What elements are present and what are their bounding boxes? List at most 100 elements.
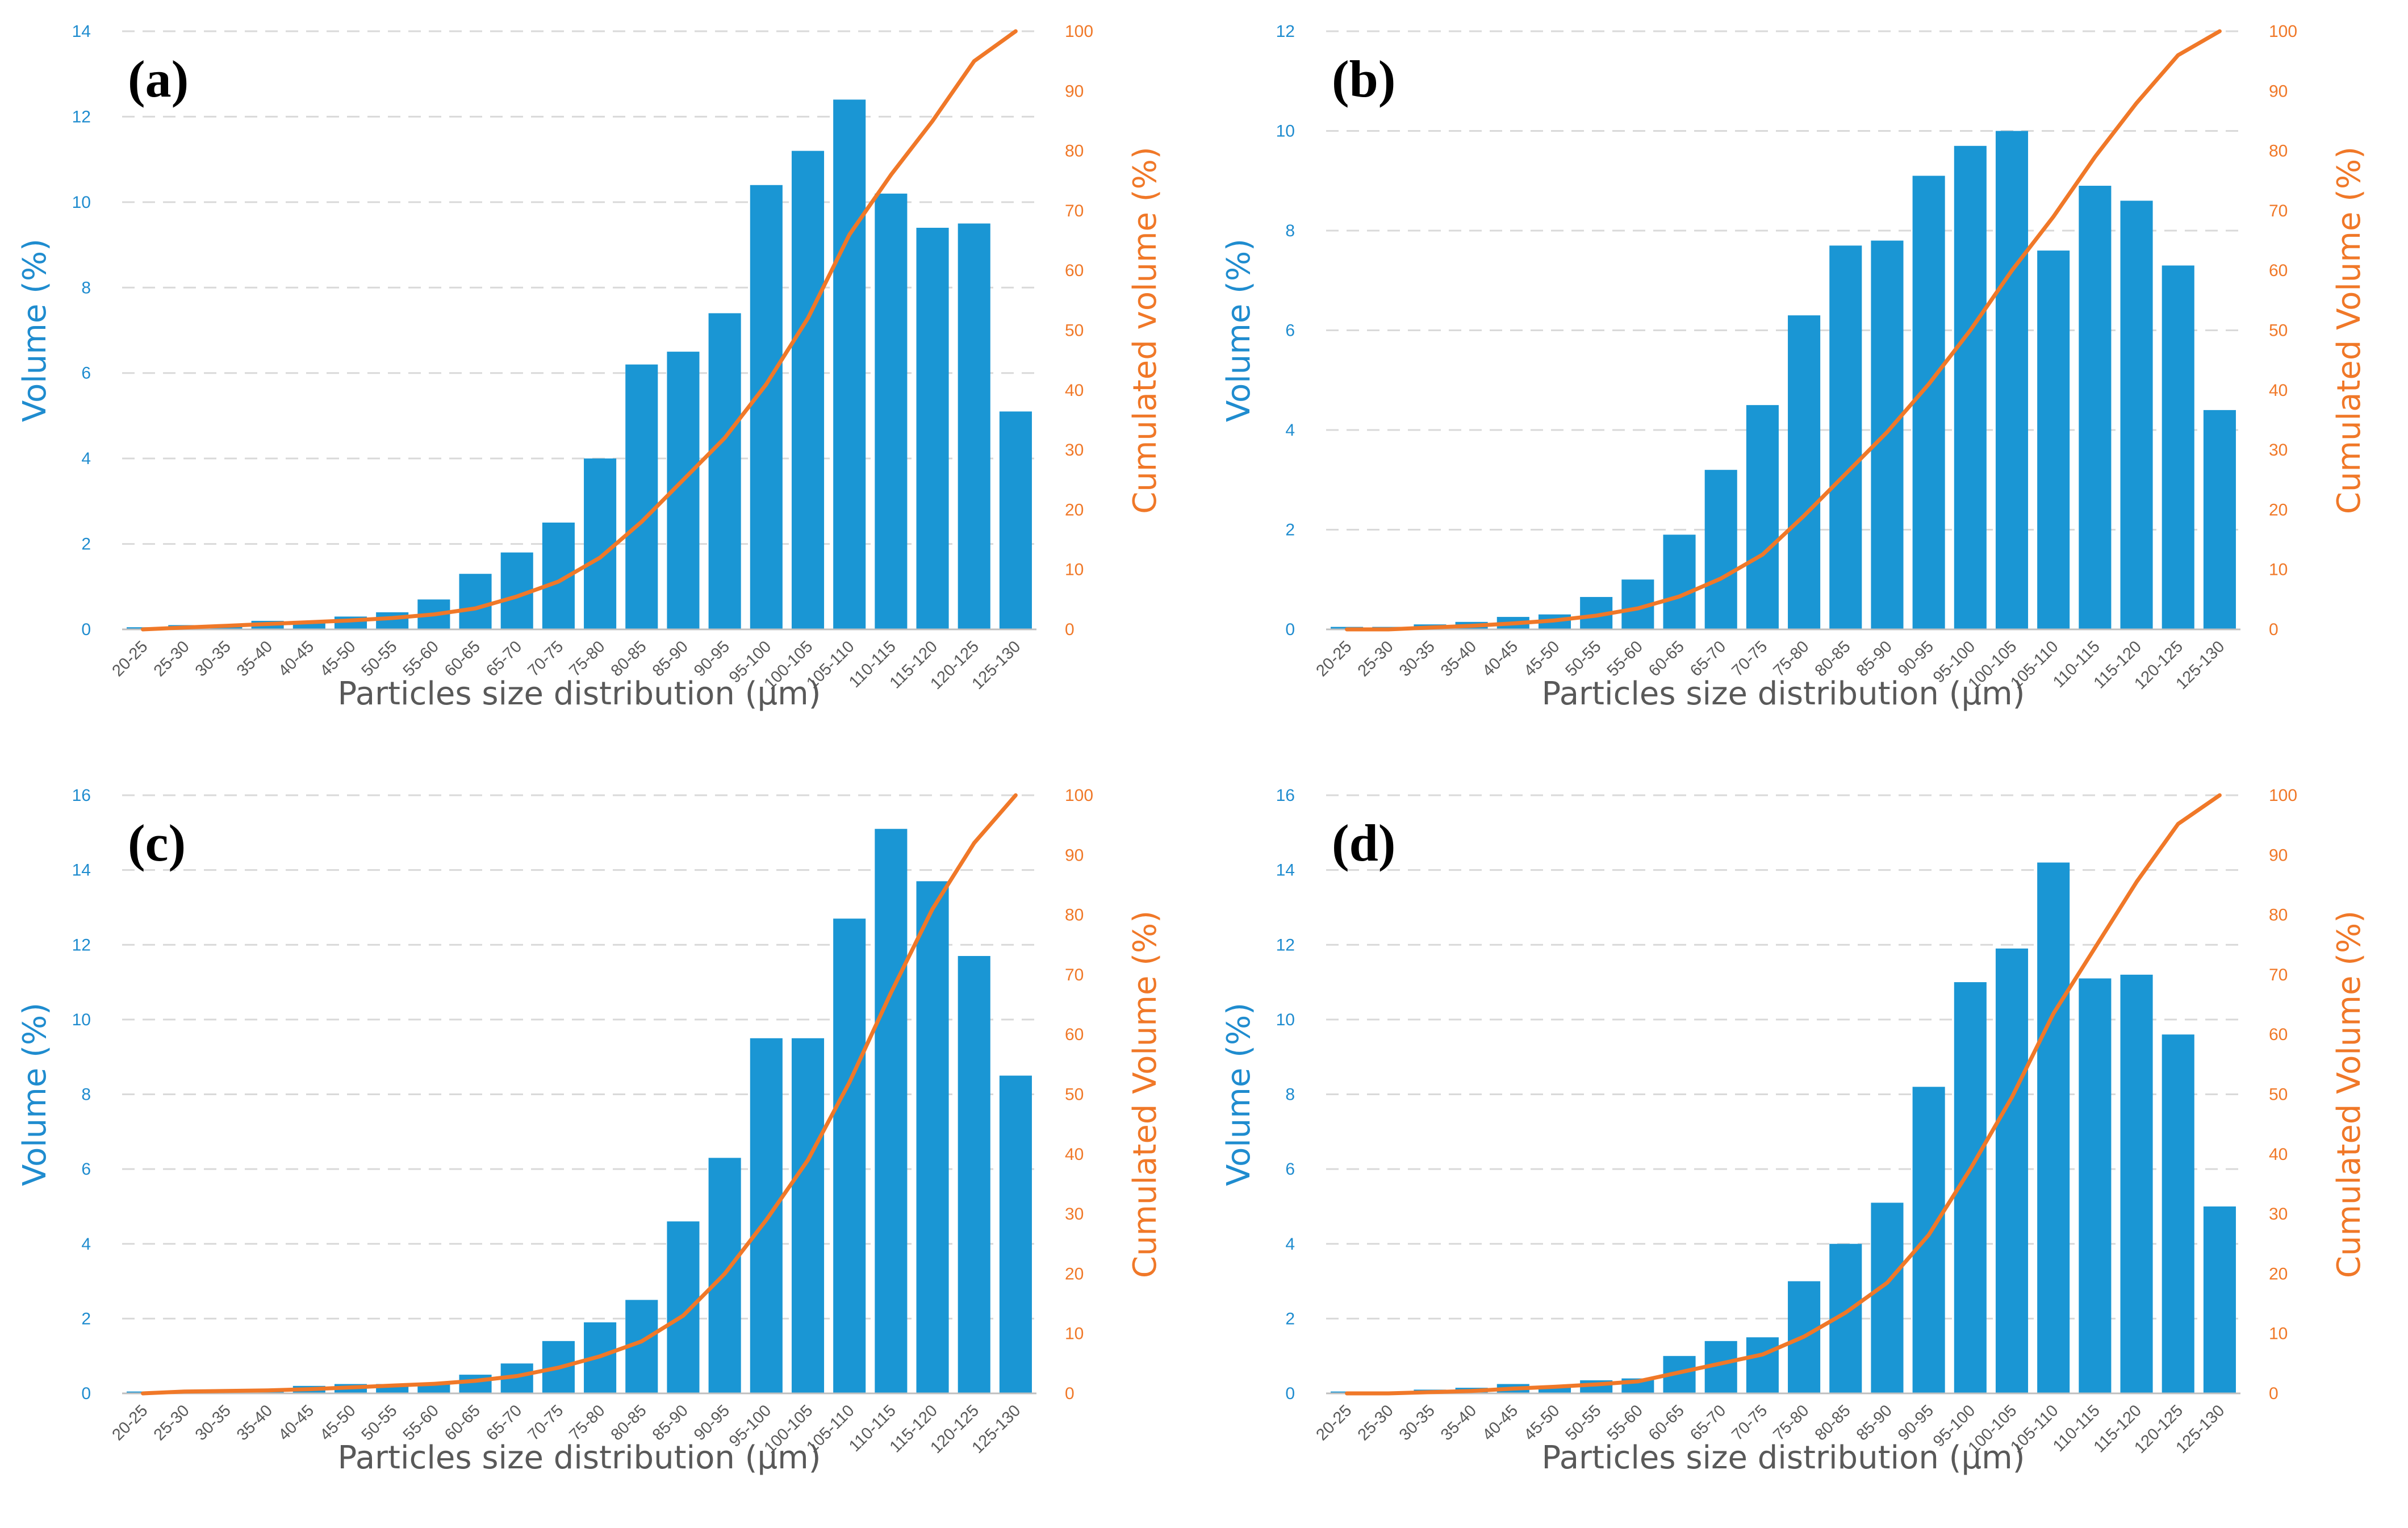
x-tick-label: 45-50 (1520, 1401, 1563, 1444)
bar (1871, 1203, 1904, 1393)
bar (376, 612, 409, 629)
y-tick-label: 2 (1285, 1309, 1295, 1328)
y2-tick-label: 40 (1065, 381, 1084, 400)
x-tick-label: 70-75 (1728, 637, 1771, 680)
y2-tick-label: 80 (1065, 906, 1084, 925)
y-tick-label: 6 (1285, 322, 1295, 340)
x-tick-label: 75-80 (566, 637, 608, 680)
x-tick-label: 55-60 (1604, 1401, 1646, 1444)
bar (1995, 948, 2029, 1393)
bar (1746, 1337, 1779, 1393)
chart-panel-c: 0 2 4 6 8 10 12 14 16 0 10 20 30 40 50 60 70 80 90 100 20-25… (16, 786, 1164, 1476)
x-tick-label: 20-25 (108, 637, 151, 680)
y-tick-label: 2 (1285, 521, 1295, 540)
y-tick-label: 4 (1285, 1235, 1295, 1254)
y2-tick-label: 100 (2269, 22, 2297, 41)
x-tick-label: 70-75 (524, 637, 567, 680)
panel-label: (c) (128, 814, 186, 872)
y2-axis-title: Cumulated Volume (%) (2331, 147, 2368, 514)
y2-tick-label: 60 (2269, 1025, 2288, 1044)
y2-tick-label: 70 (1065, 966, 1084, 984)
x-tick-label: 40-45 (275, 1401, 317, 1444)
y2-axis-title: Cumulated volume (%) (1127, 147, 1164, 513)
bar (2120, 201, 2153, 630)
x-tick-label: 45-50 (316, 637, 359, 680)
y-tick-label: 2 (81, 535, 91, 554)
y2-tick-label: 50 (1065, 322, 1084, 340)
bar (833, 99, 866, 630)
x-tick-label: 20-25 (1312, 1401, 1355, 1444)
x-tick-label: 80-85 (608, 1401, 650, 1444)
y2-tick-label: 0 (1065, 1384, 1075, 1403)
bar (791, 151, 825, 630)
x-tick-label: 60-65 (441, 637, 484, 680)
y2-tick-label: 90 (1065, 846, 1084, 865)
y2-tick-label: 40 (2269, 1145, 2288, 1164)
y2-tick-label: 70 (2269, 966, 2288, 984)
y2-tick-label: 60 (1065, 1025, 1084, 1044)
bar (958, 223, 990, 629)
y2-tick-label: 30 (1065, 1205, 1084, 1224)
y2-tick-label: 10 (1065, 1325, 1084, 1343)
y-tick-label: 10 (1276, 122, 1295, 141)
y-tick-label: 16 (72, 786, 91, 805)
x-tick-label: 80-85 (1812, 1401, 1854, 1444)
x-tick-label: 80-85 (608, 637, 650, 680)
y2-tick-label: 70 (1065, 202, 1084, 220)
y2-tick-label: 0 (2269, 1384, 2279, 1403)
x-tick-label: 35-40 (233, 637, 276, 680)
cumulative-line (141, 29, 1018, 632)
x-tick-label: 75-80 (1770, 637, 1812, 680)
x-tick-label: 20-25 (108, 1401, 151, 1444)
x-tick-label: 85-90 (649, 1401, 692, 1444)
bar (750, 1038, 783, 1393)
y-tick-label: 12 (72, 107, 91, 126)
x-tick-label: 80-85 (1812, 637, 1854, 680)
x-tick-label: 45-50 (316, 1401, 359, 1444)
y-tick-label: 6 (1285, 1160, 1295, 1179)
cumulative-line (1345, 29, 2222, 632)
cumulative-line (141, 793, 1018, 1396)
bar (1912, 176, 1945, 630)
y2-axis-title: Cumulated Volume (%) (1127, 911, 1164, 1278)
y2-tick-label: 80 (2269, 906, 2288, 925)
x-tick-label: 30-35 (192, 1401, 235, 1444)
x-axis-title: Particles size distribution (μm) (1541, 1439, 2025, 1476)
bar (1912, 1087, 1945, 1393)
x-tick-label: 65-70 (1687, 637, 1729, 680)
x-tick-label: 50-55 (1562, 1401, 1605, 1444)
x-tick-label: 60-65 (1645, 1401, 1688, 1444)
bar (750, 185, 783, 629)
bar (916, 881, 949, 1393)
y2-tick-label: 20 (1065, 500, 1084, 519)
panel-label: (d) (1332, 814, 1395, 872)
y-axis-title: Volume (%) (16, 239, 53, 422)
chart-panel-a: 0 2 4 6 8 10 12 14 0 10 20 30 40 50 60 70 80 90 100 20-2525… (16, 22, 1164, 712)
x-axis-title: Particles size distribution (μm) (337, 1439, 821, 1476)
x-tick-label: 65-70 (1687, 1401, 1729, 1444)
y-tick-label: 0 (81, 1384, 91, 1403)
y2-tick-label: 0 (2269, 620, 2279, 639)
x-tick-label: 75-80 (566, 1401, 608, 1444)
y2-tick-label: 20 (2269, 1264, 2288, 1283)
y2-tick-label: 50 (2269, 322, 2288, 340)
bar (875, 829, 908, 1393)
x-tick-label: 25-30 (150, 1401, 193, 1444)
x-tick-label: 25-30 (150, 637, 193, 680)
chart-panel-b: 0 2 4 6 8 10 12 0 10 20 30 40 50 60 70 80 90 100 20-2525-3… (1220, 22, 2368, 712)
bar (999, 411, 1032, 629)
y2-tick-label: 90 (2269, 846, 2288, 865)
y-tick-label: 14 (72, 22, 91, 41)
bar (459, 1375, 492, 1393)
x-tick-label: 50-55 (358, 637, 401, 680)
y-tick-label: 0 (1285, 620, 1295, 639)
y-tick-label: 10 (1276, 1011, 1295, 1029)
y-tick-label: 12 (1276, 22, 1295, 41)
y2-tick-label: 10 (1065, 561, 1084, 579)
chart-panel-d: 0 2 4 6 8 10 12 14 16 0 10 20 30 40 50 60 70 80 90 100 20-25… (1220, 786, 2368, 1476)
bar (958, 955, 990, 1393)
x-tick-label: 55-60 (1604, 637, 1646, 680)
bar (875, 193, 908, 629)
y2-axis-title: Cumulated Volume (%) (2331, 911, 2368, 1278)
y-tick-label: 4 (1285, 421, 1295, 440)
